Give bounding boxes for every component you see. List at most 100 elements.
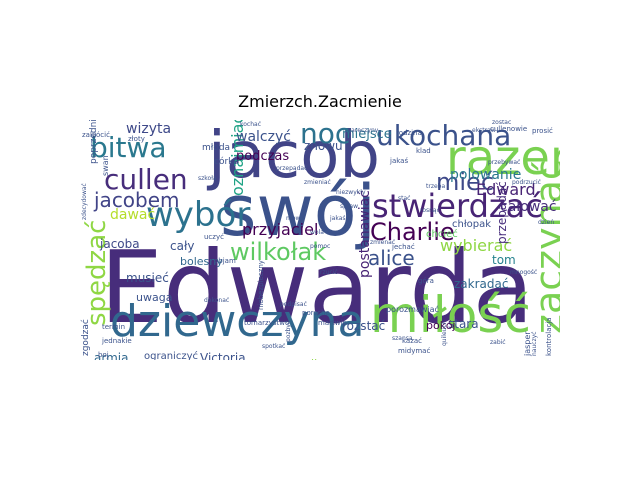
cloud-word: całować bbox=[500, 199, 557, 215]
cloud-word: zmienać bbox=[370, 239, 396, 246]
cloud-word: chcieć bbox=[426, 229, 458, 240]
cloud-word: miłość bbox=[370, 286, 531, 344]
cloud-word: martwić bbox=[318, 319, 347, 327]
cloud-word: prosić bbox=[532, 127, 553, 135]
cloud-word: ekstraw bbox=[472, 127, 496, 134]
cloud-word: dawać bbox=[110, 207, 156, 223]
cloud-word: jakaś bbox=[390, 157, 409, 165]
cloud-word: zakłócić bbox=[82, 131, 110, 139]
cloud-word: córka bbox=[214, 157, 239, 167]
cloud-word: przyjaciel bbox=[242, 220, 319, 239]
cloud-word: chłopak bbox=[452, 219, 492, 230]
cloud-word: młoda bbox=[202, 143, 231, 153]
cloud-word: zabić bbox=[490, 339, 506, 346]
cloud-word: klad bbox=[416, 147, 431, 155]
cloud-word: jacoba bbox=[100, 237, 140, 251]
cloud-word: mowa bbox=[286, 215, 305, 222]
cloud-word: góra bbox=[418, 277, 434, 285]
chart-title: Zmierzch.Zacmienie bbox=[238, 92, 402, 111]
cloud-word: spotkać bbox=[262, 343, 286, 350]
cloud-word: Victoria bbox=[200, 351, 246, 360]
cloud-word: tomarzystwo bbox=[244, 319, 290, 327]
cloud-word: wilkołak bbox=[230, 238, 327, 266]
cloud-word: dziewczyna bbox=[110, 296, 365, 347]
cloud-word: kazać bbox=[402, 337, 423, 345]
cloud-word: rzucić bbox=[320, 269, 338, 276]
cloud-word: wizyta bbox=[126, 121, 172, 137]
cloud-word: midymać bbox=[398, 347, 431, 355]
cloud-word: alice bbox=[368, 246, 415, 270]
cloud-word: kochać bbox=[240, 121, 262, 128]
cloud-word: boj bbox=[98, 351, 109, 359]
cloud-word: zgodzać bbox=[81, 319, 91, 356]
cloud-word: tom bbox=[492, 253, 516, 267]
cloud-word: musieć bbox=[126, 271, 169, 285]
cloud-word: wybór bbox=[146, 195, 251, 235]
cloud-word: jakaś bbox=[330, 215, 346, 222]
cloud-word: spędzać bbox=[82, 219, 112, 326]
cloud-word: dokonać bbox=[204, 297, 230, 304]
cloud-word: pokój bbox=[426, 319, 456, 332]
cloud-word: ukochana bbox=[376, 120, 512, 152]
cloud-word: stwierdzać bbox=[372, 187, 543, 225]
cloud-word: uwaga bbox=[136, 291, 173, 304]
cloud-word: rosnąć bbox=[420, 207, 440, 214]
word-cloud: Edwardajacobswójrazemmiłośćdziewczynazac… bbox=[80, 120, 560, 360]
cloud-word: poprzedni bbox=[89, 120, 99, 164]
cloud-word: quileuci bbox=[441, 322, 448, 346]
cloud-word: termin bbox=[102, 323, 126, 331]
cloud-word: porozmawiać bbox=[386, 305, 439, 314]
cloud-word: niebezpieczny bbox=[257, 260, 265, 310]
cloud-word: walczyć bbox=[236, 129, 291, 145]
cloud-word: podczas bbox=[236, 149, 290, 164]
cloud-word: swój bbox=[220, 170, 376, 252]
cloud-word: zakradać bbox=[454, 277, 509, 291]
cloud-word: kontrolacja bbox=[545, 317, 553, 356]
cloud-word: złoty bbox=[128, 135, 145, 143]
cloud-word: szansa bbox=[392, 335, 413, 342]
cloud-word: swan bbox=[101, 155, 110, 176]
cloud-word: cały bbox=[170, 239, 195, 253]
cloud-word: rozstać bbox=[342, 319, 386, 333]
cloud-word: wybierać bbox=[440, 236, 513, 255]
cloud-word: mnogość bbox=[510, 269, 538, 276]
cloud-word: szkoła bbox=[198, 175, 217, 182]
cloud-word: spraw bbox=[340, 203, 358, 210]
cloud-word: zmieniać bbox=[304, 179, 331, 186]
cloud-word: jacobem bbox=[94, 188, 180, 212]
cloud-word: stara bbox=[448, 317, 479, 331]
cloud-word: jednakie bbox=[102, 337, 132, 345]
cloud-word: cullen bbox=[104, 163, 188, 196]
cloud-word: cullenowie bbox=[490, 125, 528, 133]
cloud-word: stać bbox=[398, 195, 411, 202]
cloud-word: miejsce bbox=[342, 127, 392, 142]
cloud-word: jechać bbox=[392, 243, 415, 251]
cloud-word: objam bbox=[214, 257, 236, 265]
cloud-word: niezwykły bbox=[336, 189, 366, 196]
cloud-word: rodzina bbox=[396, 129, 422, 137]
cloud-word: znowu bbox=[304, 139, 343, 153]
cloud-word: Edward bbox=[476, 180, 536, 199]
cloud-word: uczyć bbox=[204, 233, 224, 241]
cloud-word: zdecydować bbox=[81, 183, 88, 220]
cloud-word: pomoc bbox=[310, 243, 331, 250]
cloud-word: pozbyć bbox=[285, 320, 292, 342]
cloud-word: porsche bbox=[302, 309, 330, 317]
cloud-word: zostać bbox=[492, 120, 512, 126]
cloud-word: przebywać bbox=[488, 159, 521, 166]
cloud-word: nauczyć bbox=[531, 331, 538, 356]
cloud-word: bitwa bbox=[90, 131, 167, 164]
cloud-word: dzień bbox=[538, 219, 555, 226]
cloud-word: trzeba bbox=[426, 183, 446, 190]
cloud-word: zaręczyny bbox=[348, 127, 379, 134]
cloud-word: bolesny bbox=[180, 255, 223, 268]
cloud-word: noc bbox=[300, 120, 351, 150]
cloud-word: postanawiać bbox=[357, 190, 373, 278]
cloud-word: przepadać bbox=[276, 165, 308, 172]
cloud-word: wola bbox=[310, 229, 324, 236]
cloud-word: Charlie bbox=[370, 218, 455, 246]
cloud-word: Edwarda bbox=[100, 229, 534, 346]
cloud-word: armia bbox=[94, 351, 129, 360]
cloud-word: cullenem bbox=[298, 358, 348, 360]
